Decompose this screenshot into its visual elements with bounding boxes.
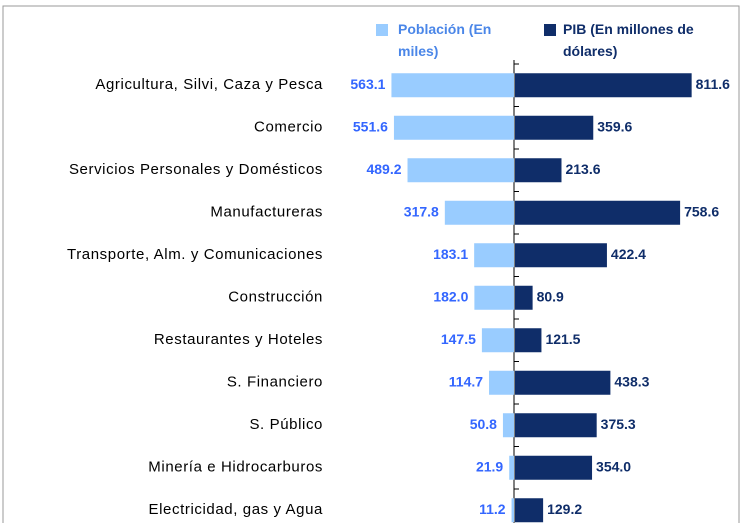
value-label: 147.5 <box>441 331 476 347</box>
value-label: 129.2 <box>547 501 582 517</box>
value-label: 551.6 <box>353 118 388 134</box>
legend-swatch <box>544 24 556 36</box>
value-label: 121.5 <box>545 331 580 347</box>
value-label: 11.2 <box>479 501 506 517</box>
bar <box>489 370 514 395</box>
category-label: Electricidad, gas y Agua <box>149 501 324 518</box>
bar <box>515 370 611 395</box>
bar <box>444 200 514 225</box>
category-label: Manufactureras <box>210 204 323 221</box>
category-label: Transporte, Alm. y Comunicaciones <box>67 246 323 263</box>
value-label: 375.3 <box>601 416 636 432</box>
bar <box>515 158 562 183</box>
bar <box>393 115 514 140</box>
bar <box>502 413 514 438</box>
bar <box>515 328 542 353</box>
bar <box>515 73 692 98</box>
bar <box>515 200 681 225</box>
bar <box>515 285 533 310</box>
bar <box>391 73 514 98</box>
category-label: S. Público <box>249 416 323 433</box>
category-label: Construcción <box>228 289 323 306</box>
value-label: 80.9 <box>537 288 564 304</box>
legend-swatch <box>376 24 388 36</box>
legend-label: PIB (En millones de dólares) <box>563 21 694 59</box>
bar <box>515 498 544 523</box>
value-label: 317.8 <box>404 203 439 219</box>
bar <box>515 413 597 438</box>
value-label: 354.0 <box>596 458 631 474</box>
value-label: 758.6 <box>684 203 719 219</box>
value-label: 182.0 <box>433 288 468 304</box>
plot-frame <box>2 5 740 523</box>
bar <box>515 115 594 140</box>
value-label: 114.7 <box>449 373 483 389</box>
category-label: Comercio <box>254 119 323 136</box>
category-label: Agricultura, Silvi, Caza y Pesca <box>95 76 323 93</box>
bar <box>511 498 514 523</box>
value-label: 213.6 <box>565 161 600 177</box>
value-label: 422.4 <box>611 246 646 262</box>
bar <box>481 328 514 353</box>
category-label: Restaurantes y Hoteles <box>154 331 323 348</box>
category-label: Minería e Hidrocarburos <box>148 459 323 476</box>
value-label: 438.3 <box>614 373 649 389</box>
bar <box>509 455 514 480</box>
value-label: 359.6 <box>597 118 632 134</box>
value-label: 183.1 <box>433 246 468 262</box>
category-label: Servicios Personales y Domésticos <box>69 161 323 178</box>
bar <box>515 455 593 480</box>
value-label: 563.1 <box>350 76 385 92</box>
bar <box>407 158 514 183</box>
bar <box>515 243 607 268</box>
bar <box>474 285 514 310</box>
category-label: S. Financiero <box>227 374 323 391</box>
bar <box>474 243 514 268</box>
legend-label: Población (En miles) <box>398 21 492 59</box>
value-label: 489.2 <box>366 161 401 177</box>
value-label: 21.9 <box>476 458 503 474</box>
value-label: 50.8 <box>470 416 497 432</box>
value-label: 811.6 <box>696 76 730 92</box>
